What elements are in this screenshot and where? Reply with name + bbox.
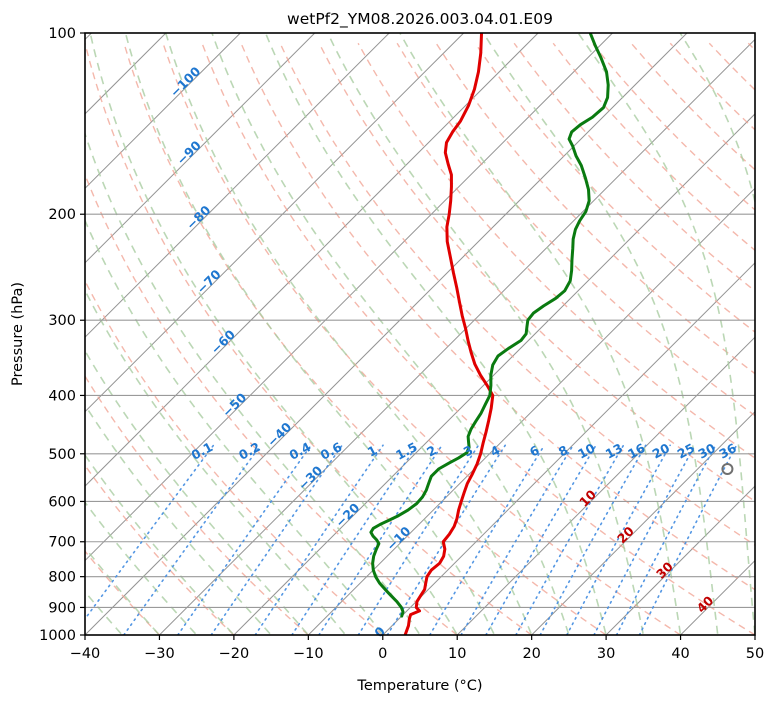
y-tick-label: 400 bbox=[48, 388, 76, 404]
y-axis-title: Pressure (hPa) bbox=[10, 282, 26, 386]
y-tick-label: 300 bbox=[48, 313, 76, 329]
y-tick-label: 1000 bbox=[39, 628, 76, 644]
background-reference-lines bbox=[85, 33, 755, 635]
mixing-ratio-label: 13 bbox=[603, 440, 625, 461]
dewpoint-profile-line bbox=[369, 33, 610, 618]
x-axis-title: Temperature (°C) bbox=[356, 678, 482, 694]
x-tick-label: −10 bbox=[293, 646, 324, 662]
x-axis: −40 −30 −20 −10 0 10 20 30 40 50 bbox=[70, 635, 764, 662]
lcl-marker bbox=[721, 463, 734, 476]
mixing-ratio-label: 36 bbox=[716, 440, 739, 462]
x-tick-label: 40 bbox=[671, 646, 689, 662]
y-tick-label: 800 bbox=[48, 570, 76, 586]
x-tick-label: 30 bbox=[597, 646, 615, 662]
sounding-markers bbox=[721, 463, 734, 476]
x-tick-label: 0 bbox=[378, 646, 387, 662]
y-tick-label: 200 bbox=[48, 207, 76, 223]
sounding-profiles bbox=[369, 33, 610, 635]
y-axis: 100 200 300 400 500 600 700 800 900 1000 bbox=[39, 26, 85, 644]
y-tick-label: 700 bbox=[48, 535, 76, 551]
x-tick-label: −40 bbox=[70, 646, 101, 662]
mixing-ratio-label: 16 bbox=[625, 440, 648, 462]
plot-frame bbox=[84, 32, 756, 636]
chart-title: wetPf2_YM08.2026.003.04.01.E09 bbox=[287, 10, 553, 29]
mixing-ratio-lines bbox=[85, 444, 738, 635]
temperature-profile-line bbox=[403, 33, 495, 635]
y-tick-label: 100 bbox=[48, 26, 76, 42]
y-tick-label: 900 bbox=[48, 600, 76, 616]
mixing-ratio-label: 25 bbox=[675, 440, 697, 461]
mixing-ratio-label: 10 bbox=[575, 440, 598, 462]
x-tick-label: −30 bbox=[144, 646, 175, 662]
x-tick-label: −20 bbox=[219, 646, 250, 662]
x-tick-label: 50 bbox=[746, 646, 764, 662]
mixing-ratio-label: 30 bbox=[695, 440, 718, 462]
mixing-ratio-label: 20 bbox=[650, 440, 673, 462]
x-tick-label: 20 bbox=[522, 646, 540, 662]
x-tick-label: 10 bbox=[448, 646, 466, 662]
y-tick-label: 500 bbox=[48, 447, 76, 463]
y-tick-label: 600 bbox=[48, 494, 76, 510]
